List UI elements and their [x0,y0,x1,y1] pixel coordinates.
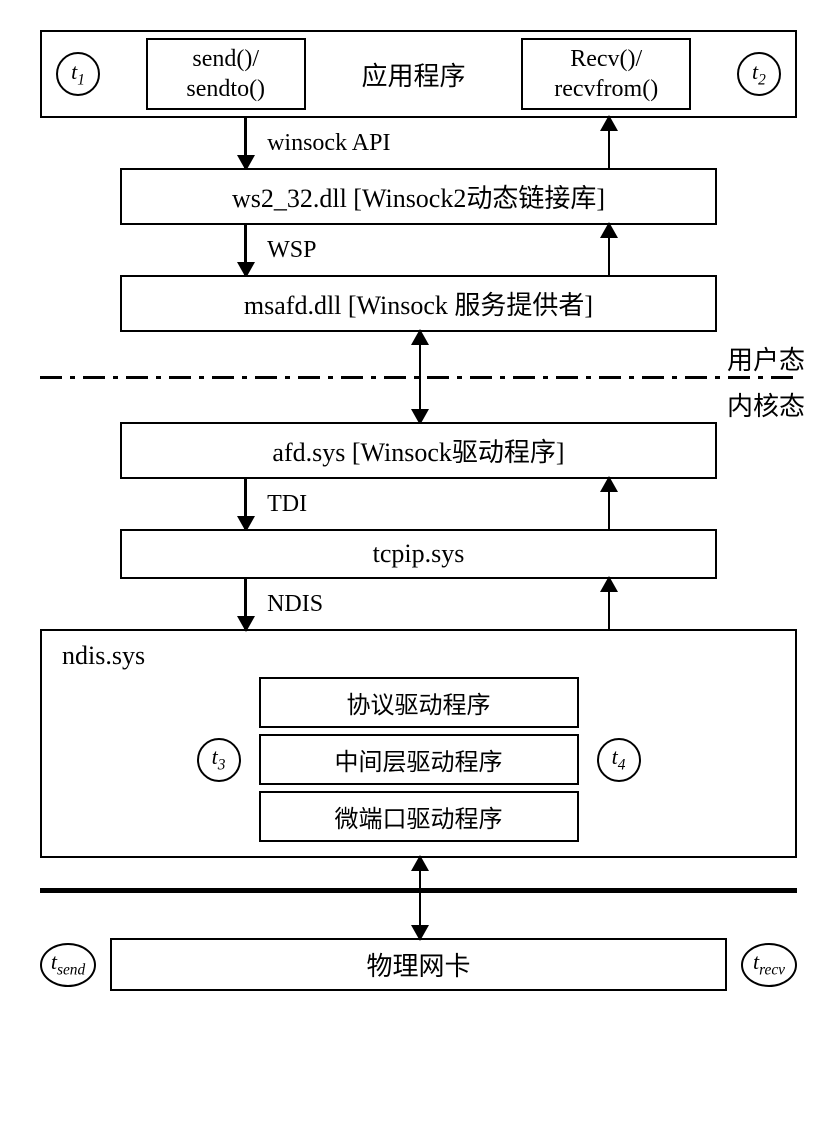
ws2-32-label: ws2_32.dll [Winsock2动态链接库] [136,178,701,215]
layer-ws2-32: ws2_32.dll [Winsock2动态链接库] [120,168,717,225]
label-wsp: WSP [267,237,316,264]
hardware-divider [40,888,797,893]
label-tdi: TDI [267,491,307,518]
recv-functions-label: Recv()/ recvfrom() [554,46,658,102]
arrow-both-ndis-nic [419,856,422,940]
layer-afd: afd.sys [Winsock驱动程序] [120,422,717,479]
label-kernel-mode: 内核态 [727,386,805,423]
afd-label: afd.sys [Winsock驱动程序] [136,432,701,469]
msafd-label: msafd.dll [Winsock 服务提供者] [136,285,701,322]
user-kernel-boundary-region: 用户态 内核态 [40,332,797,422]
arrow-down-3 [244,477,247,531]
ndis-intermediate-driver: 中间层驱动程序 [259,734,579,785]
layer-nic-row: tsend 物理网卡 trecv [40,938,797,991]
timestamp-trecv: trecv [741,943,797,987]
arrow-row-winsock-api: winsock API [40,118,797,168]
arrow-down-1 [244,116,247,170]
arrow-row-tdi: TDI [40,479,797,529]
timestamp-t4: t4 [597,738,641,782]
layer-application: t1 send()/ sendto() 应用程序 Recv()/ recvfro… [40,30,797,118]
label-winsock-api: winsock API [267,130,390,157]
label-user-mode: 用户态 [727,340,805,377]
tcpip-label: tcpip.sys [136,539,701,569]
arrow-up-2 [608,223,611,277]
timestamp-tsend: tsend [40,943,96,987]
arrow-row-ndis: NDIS [40,579,797,629]
layer-ndis: ndis.sys 协议驱动程序 t3 中间层驱动程序 t4 微端口驱动程序 [40,629,797,858]
layer-tcpip: tcpip.sys [120,529,717,579]
arrow-down-4 [244,577,247,631]
send-functions-label: send()/ sendto() [186,46,265,102]
layer-msafd: msafd.dll [Winsock 服务提供者] [120,275,717,332]
timestamp-t1: t1 [56,52,100,96]
arrow-down-2 [244,223,247,277]
timestamp-t3: t3 [197,738,241,782]
send-functions-box: send()/ sendto() [146,38,306,110]
arrow-up-3 [608,477,611,531]
arrow-row-wsp: WSP [40,225,797,275]
timestamp-t2: t2 [737,52,781,96]
ndis-miniport-driver: 微端口驱动程序 [259,791,579,842]
label-ndis: NDIS [267,591,323,618]
ndis-title: ndis.sys [62,641,781,671]
app-title: 应用程序 [361,56,465,93]
ndis-nic-region [40,858,797,938]
arrow-up-4 [608,577,611,631]
arrow-up-1 [608,116,611,170]
recv-functions-box: Recv()/ recvfrom() [521,38,691,110]
nic-label: 物理网卡 [110,938,727,991]
ndis-protocol-driver: 协议驱动程序 [259,677,579,728]
